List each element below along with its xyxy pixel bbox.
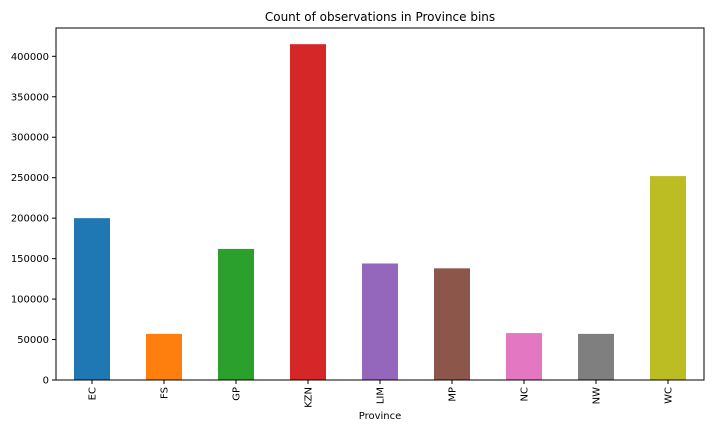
plot-frame bbox=[55, 27, 705, 381]
x-tick-label: LIM bbox=[376, 387, 387, 404]
bar-kzn bbox=[290, 44, 326, 381]
y-tick-label: 150000 bbox=[11, 254, 49, 265]
y-tick-label: 250000 bbox=[11, 173, 49, 184]
bar-wc bbox=[650, 176, 686, 380]
bar-fs bbox=[146, 333, 182, 380]
bar-ec bbox=[74, 218, 110, 380]
y-tick-label: 50000 bbox=[17, 335, 49, 346]
y-tick-label: 400000 bbox=[11, 52, 49, 63]
x-axis-label: Province bbox=[359, 411, 402, 422]
bar-gp bbox=[218, 248, 254, 380]
bar-nc bbox=[506, 333, 542, 380]
y-tick-label: 100000 bbox=[11, 295, 49, 306]
bar-nw bbox=[578, 333, 614, 380]
y-tick-label: 300000 bbox=[11, 133, 49, 144]
x-tick-label: MP bbox=[448, 387, 459, 402]
x-tick-label: WC bbox=[664, 387, 675, 404]
y-axis: 0 50000 100000 150000 200000 250000 300000 3500… bbox=[11, 52, 56, 387]
bar-lim bbox=[362, 263, 398, 380]
bars bbox=[74, 44, 686, 381]
x-tick-label: FS bbox=[160, 387, 171, 399]
y-tick-label: 200000 bbox=[11, 214, 49, 225]
x-tick-label: KZN bbox=[304, 387, 315, 408]
x-tick-label: GP bbox=[232, 387, 243, 401]
bar-mp bbox=[434, 268, 470, 380]
x-tick-label: NC bbox=[520, 387, 531, 401]
y-tick-label: 0 bbox=[43, 376, 49, 387]
x-axis: EC FS GP KZN LIM MP NC NW WC bbox=[88, 380, 675, 408]
y-tick-label: 350000 bbox=[11, 92, 49, 103]
chart-title: Count of observations in Province bins bbox=[265, 10, 495, 24]
x-tick-label: EC bbox=[88, 387, 99, 400]
x-tick-label: NW bbox=[592, 387, 603, 404]
